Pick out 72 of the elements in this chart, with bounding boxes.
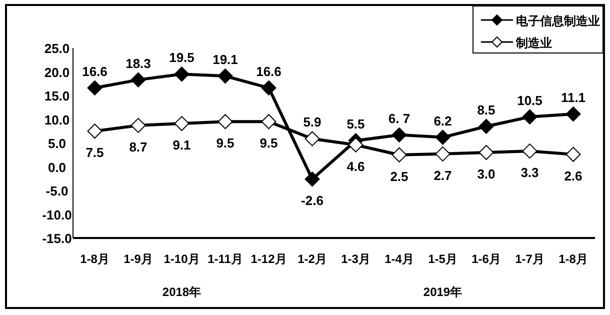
data-label: 2.7 xyxy=(434,168,452,183)
x-tick-label: 1-5月 xyxy=(428,252,458,266)
data-label: 5.9 xyxy=(303,114,322,130)
y-tick-label: -10.0 xyxy=(42,207,72,222)
data-label: 10.5 xyxy=(517,92,542,108)
text: 2018年 xyxy=(162,285,202,299)
data-label: 19.5 xyxy=(169,50,194,66)
data-label: 7.5 xyxy=(86,145,104,160)
point xyxy=(174,66,190,82)
data-label: 4.6 xyxy=(346,158,365,174)
point xyxy=(566,146,581,162)
point xyxy=(566,106,581,122)
y-tick-label: 20.0 xyxy=(44,64,70,80)
data-label: 16.6 xyxy=(256,64,282,79)
y-tick-label: -15.0 xyxy=(42,231,72,246)
point xyxy=(478,118,494,134)
point xyxy=(87,124,102,139)
point xyxy=(130,118,146,133)
point xyxy=(261,114,276,130)
data-label: 18.3 xyxy=(126,56,151,71)
y-tick-label: 25.0 xyxy=(44,41,70,56)
legend-label: 制造业 xyxy=(515,36,552,50)
data-label: 9.5 xyxy=(216,136,234,151)
x-tick-label: 1-12月 xyxy=(250,252,287,266)
data-label: 8.7 xyxy=(129,139,148,154)
data-label: 2.6 xyxy=(564,168,582,184)
x-tick-label: 1-9月 xyxy=(124,252,153,266)
point xyxy=(522,109,538,124)
x-tick-label: 1-3月 xyxy=(341,252,370,266)
x-tick-label: 1-11月 xyxy=(208,252,243,266)
data-label: 16.6 xyxy=(82,64,108,79)
point xyxy=(348,137,364,152)
point xyxy=(218,114,233,130)
point xyxy=(304,131,320,146)
point xyxy=(130,72,146,88)
data-label: 11.1 xyxy=(560,90,586,106)
point xyxy=(218,68,233,84)
data-label: 3.3 xyxy=(520,165,539,180)
text: 2019年 xyxy=(423,285,462,299)
point xyxy=(304,172,320,187)
point xyxy=(87,80,102,96)
y-tick-label: 5.0 xyxy=(48,136,66,151)
x-tick-label: 1-4月 xyxy=(384,252,414,266)
y-tick-label: 15.0 xyxy=(44,88,70,104)
data-label: 6. 7 xyxy=(388,110,410,126)
y-tick-label: 10.0 xyxy=(44,112,70,128)
x-tick-label: 1-8月 xyxy=(558,252,588,266)
x-tick-label: 1-6月 xyxy=(472,252,501,266)
point xyxy=(261,80,276,96)
point xyxy=(392,127,407,142)
point xyxy=(522,144,538,159)
point xyxy=(435,130,450,145)
point xyxy=(392,147,407,162)
data-label: 19.1 xyxy=(212,52,238,68)
x-tick-label: 1-8月 xyxy=(80,252,110,266)
point xyxy=(174,116,190,132)
point xyxy=(478,145,494,160)
y-tick-label: 0.0 xyxy=(48,160,66,175)
data-label: 2.5 xyxy=(390,168,408,184)
x-tick-label: 1-10月 xyxy=(164,252,200,266)
data-label: -2.6 xyxy=(301,193,324,208)
legend-label: 电子信息制造业 xyxy=(516,14,600,28)
data-label: 9.5 xyxy=(260,136,278,151)
data-label: 3.0 xyxy=(477,166,496,182)
data-label: 5.5 xyxy=(346,116,365,132)
data-label: 9.1 xyxy=(172,138,191,153)
point xyxy=(435,146,450,162)
y-tick-label: -5.0 xyxy=(46,184,68,198)
x-tick-label: 1-7月 xyxy=(515,252,544,266)
data-label: 8.5 xyxy=(477,102,496,118)
x-tick-label: 1-2月 xyxy=(298,252,327,266)
data-label: 6.2 xyxy=(434,113,452,128)
